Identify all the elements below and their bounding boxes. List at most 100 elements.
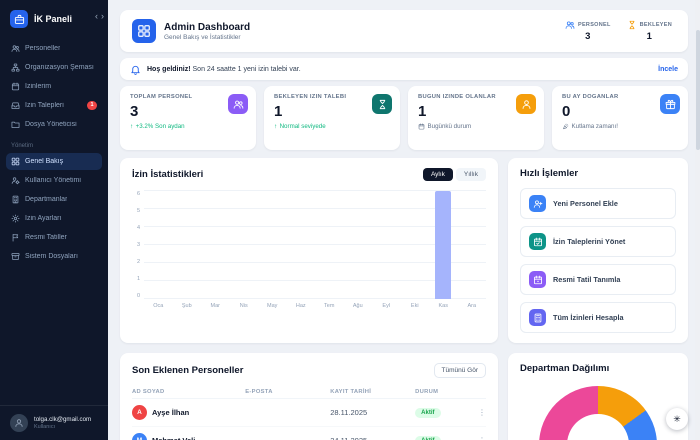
donut-chart-title: Departman Dağılımı [520, 363, 610, 374]
toggle-monthly-button[interactable]: Aylık [422, 168, 453, 181]
sidebar-item-sistem-dosyalari[interactable]: Sistem Dosyaları [6, 248, 102, 265]
mini-stat-label: BEKLEYEN [639, 22, 672, 28]
calendar-flag-icon [529, 271, 546, 288]
row-menu-icon[interactable]: ⋮ [464, 426, 486, 440]
sidebar-item-label: İzin Ayarları [25, 215, 62, 222]
mini-stat-label: PERSONEL [577, 22, 611, 28]
sidebar-item-personeller[interactable]: Personeller [6, 40, 102, 57]
quick-action-label: Tüm İzinleri Hesapla [553, 313, 624, 322]
personnel-name: Mehmet Veli [152, 436, 195, 440]
chart-title: İzin İstatistikleri [132, 169, 204, 180]
stat-subtext: Kutlama zamanı! [562, 123, 678, 130]
chevron-left-icon[interactable]: ‹ [95, 11, 98, 21]
gift-icon [660, 94, 680, 114]
party-mini-icon [562, 123, 569, 130]
notice-bold: Hoş geldiniz! [147, 65, 191, 73]
scrollbar-thumb[interactable] [695, 30, 700, 150]
chart-plot [144, 190, 486, 299]
donut-chart [539, 386, 657, 440]
users-icon [565, 20, 575, 30]
stat-subtext: ↑ +3.2% Son aydan [130, 123, 185, 130]
stat-label: BU AY DOĞANLAR [562, 94, 619, 100]
notice-body: Son 24 saatte 1 yeni izin talebi var. [192, 65, 301, 73]
sidebar-item-resmi-tatiller[interactable]: Resmi Tatiller [6, 229, 102, 246]
table-row: M Mehmet Veli 24.11.2025 Aktif ⋮ [132, 426, 486, 440]
sidebar-user-profile[interactable]: tolga.clk@gmail.com Kullanıcı [0, 405, 108, 440]
folder-icon [11, 120, 20, 129]
sidebar-item-label: Kullanıcı Yönetimi [25, 177, 81, 184]
chart-x-labels: Oca Şub Mar Nis May Haz Tem Ağu Eyl Eki Kas Ara [153, 303, 477, 309]
user-settings-icon [11, 176, 20, 185]
quick-action-label: Resmi Tatil Tanımla [553, 275, 621, 284]
stat-value: 1 [418, 103, 427, 120]
assistant-fab-button[interactable]: ✳ [666, 408, 688, 430]
sidebar-item-genel-bakis[interactable]: Genel Bakış [6, 153, 102, 170]
mini-stat-value: 3 [585, 31, 591, 42]
status-badge: Aktif [415, 408, 441, 418]
scrollbar-track [695, 0, 700, 440]
sidebar-item-departmanlar[interactable]: Departmanlar [6, 191, 102, 208]
chevron-right-icon[interactable]: › [101, 11, 104, 21]
personnel-date: 24.11.2025 [330, 426, 416, 440]
quick-action-resmi-tatil[interactable]: Resmi Tatil Tanımla [520, 264, 676, 295]
users-icon [11, 44, 20, 53]
sidebar-item-dosya-yoneticisi[interactable]: Dosya Yöneticisi [6, 116, 102, 133]
sidebar-item-organizasyon-semasi[interactable]: Organizasyon Şeması [6, 59, 102, 76]
quick-action-label: İzin Taleplerini Yönet [553, 237, 626, 246]
recent-personnel-title: Son Eklenen Personeller [132, 365, 244, 376]
avatar: M [132, 433, 147, 440]
notice-text: Hoş geldiniz! Son 24 saatte 1 yeni izin … [147, 66, 301, 73]
sidebar-section-label: Yönetim [11, 143, 34, 149]
sidebar-item-label: Personeller [25, 45, 61, 52]
notice-action-link[interactable]: İncele [658, 65, 678, 73]
sidebar-item-izin-talepleri[interactable]: İzin Talepleri 1 [6, 97, 102, 114]
sidebar-item-label: Departmanlar [25, 196, 68, 203]
sidebar-item-kullanici-yonetimi[interactable]: Kullanıcı Yönetimi [6, 172, 102, 189]
archive-icon [11, 252, 20, 261]
briefcase-logo-icon [10, 10, 28, 28]
sidebar-item-izinlerim[interactable]: İzinlerim [6, 78, 102, 95]
column-header: DURUM [415, 386, 465, 399]
chart-bars [144, 191, 486, 299]
sidebar-item-izin-ayarlari[interactable]: İzin Ayarları [6, 210, 102, 227]
personnel-name: Ayşe İlhan [152, 408, 190, 417]
user-role: Kullanıcı [34, 424, 56, 430]
personnel-table: AD SOYAD E-POSTA KAYIT TARİHİ DURUM A Ayş… [132, 386, 486, 440]
sidebar-item-label: İzinlerim [25, 83, 52, 90]
org-chart-icon [11, 63, 20, 72]
row-menu-icon[interactable]: ⋮ [464, 398, 486, 427]
hourglass-icon [627, 20, 637, 30]
app-title: İK Paneli [34, 14, 73, 24]
stat-label: TOPLAM PERSONEL [130, 94, 193, 100]
quick-action-izin-talepleri[interactable]: İzin Taleplerini Yönet [520, 226, 676, 257]
page-header: Admin Dashboard Genel Bakış ve İstatisti… [120, 10, 688, 52]
sidebar-item-label: Dosya Yöneticisi [25, 121, 77, 128]
welcome-notice: Hoş geldiniz! Son 24 saatte 1 yeni izin … [120, 58, 688, 80]
department-distribution-card: Departman Dağılımı [508, 353, 688, 440]
sidebar-item-label: Organizasyon Şeması [25, 64, 94, 71]
sidebar-collapse-controls: ‹ › [95, 12, 104, 21]
users-icon [228, 94, 248, 114]
sidebar-item-label: İzin Talepleri [25, 102, 64, 109]
table-row: A Ayşe İlhan 28.11.2025 Aktif ⋮ [132, 398, 486, 427]
stat-label: BEKLEYEN İZİN TALEBİ [274, 94, 347, 100]
column-header: E-POSTA [245, 386, 331, 399]
column-header: KAYIT TARİHİ [330, 386, 416, 399]
personnel-email [245, 426, 331, 440]
toggle-yearly-button[interactable]: Yıllık [455, 168, 486, 181]
column-header: AD SOYAD [132, 386, 246, 399]
app-logo-row: İK Paneli [0, 0, 108, 39]
quick-action-izin-hesapla[interactable]: Tüm İzinleri Hesapla [520, 302, 676, 333]
view-all-button[interactable]: Tümünü Gör [433, 363, 486, 378]
dashboard-grid-icon [11, 157, 20, 166]
bell-icon [130, 64, 141, 75]
quick-action-yeni-personel[interactable]: Yeni Personel Ekle [520, 188, 676, 219]
stat-value: 0 [562, 103, 571, 120]
stat-label: BUGÜN İZİNDE OLANLAR [418, 94, 496, 100]
user-avatar-icon [10, 414, 28, 432]
stat-subtext: Bugünkü durum [418, 123, 534, 130]
sidebar-item-label: Sistem Dosyaları [25, 253, 78, 260]
calendar-mini-icon [418, 123, 425, 130]
